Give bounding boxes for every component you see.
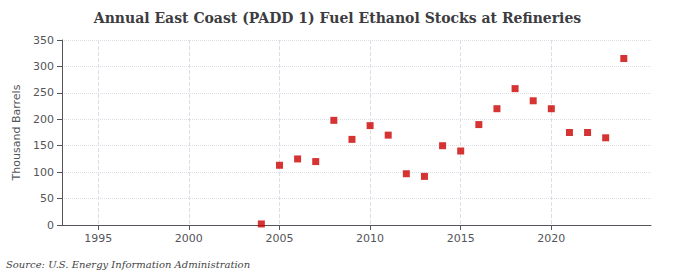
- svg-text:2010: 2010: [356, 232, 384, 245]
- svg-text:50: 50: [40, 192, 54, 205]
- svg-text:Source: U.S. Energy Informatio: Source: U.S. Energy Information Administ…: [6, 259, 250, 270]
- svg-text:2015: 2015: [447, 232, 475, 245]
- svg-text:2005: 2005: [265, 232, 293, 245]
- svg-text:200: 200: [33, 113, 54, 126]
- svg-text:2020: 2020: [537, 232, 565, 245]
- svg-text:0: 0: [47, 219, 54, 232]
- svg-text:1995: 1995: [84, 232, 112, 245]
- svg-text:Annual East Coast (PADD 1) Fue: Annual East Coast (PADD 1) Fuel Ethanol …: [93, 10, 582, 26]
- svg-text:150: 150: [33, 139, 54, 152]
- svg-text:100: 100: [33, 166, 54, 179]
- svg-text:Thousand Barrels: Thousand Barrels: [10, 84, 23, 181]
- svg-text:250: 250: [33, 86, 54, 99]
- svg-text:300: 300: [33, 60, 54, 73]
- svg-text:2000: 2000: [175, 232, 203, 245]
- svg-text:350: 350: [33, 34, 54, 47]
